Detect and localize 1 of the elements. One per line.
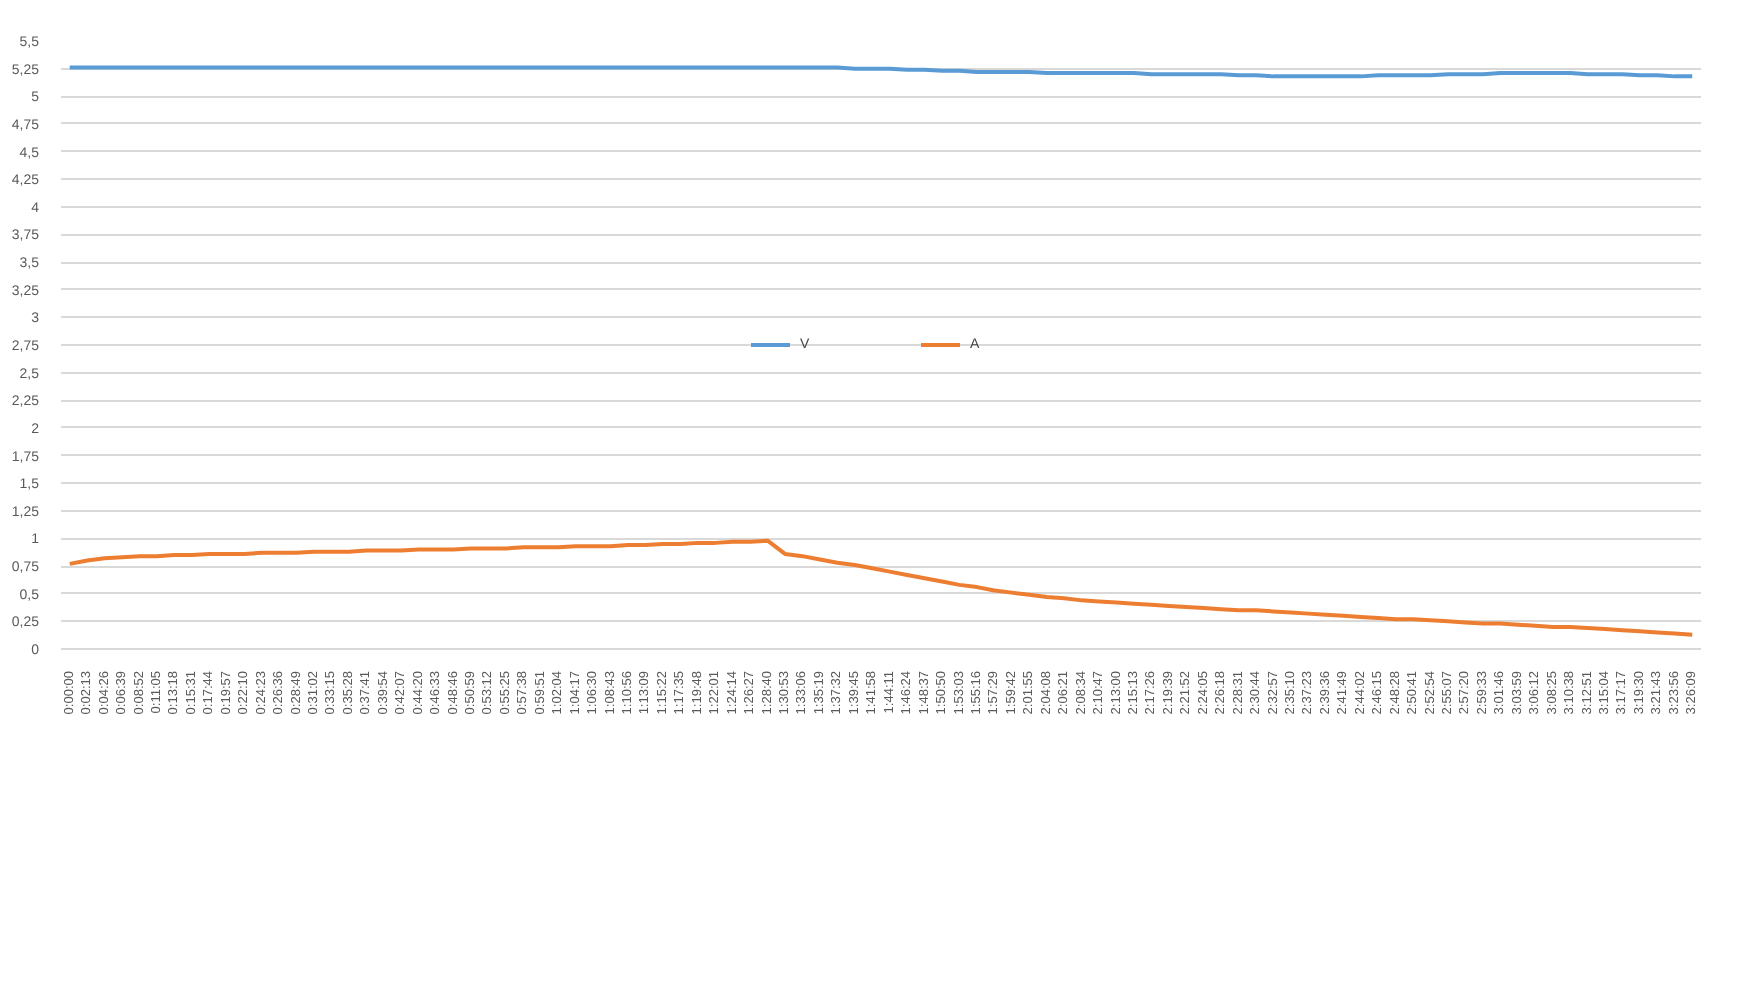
line-series <box>67 538 1695 637</box>
